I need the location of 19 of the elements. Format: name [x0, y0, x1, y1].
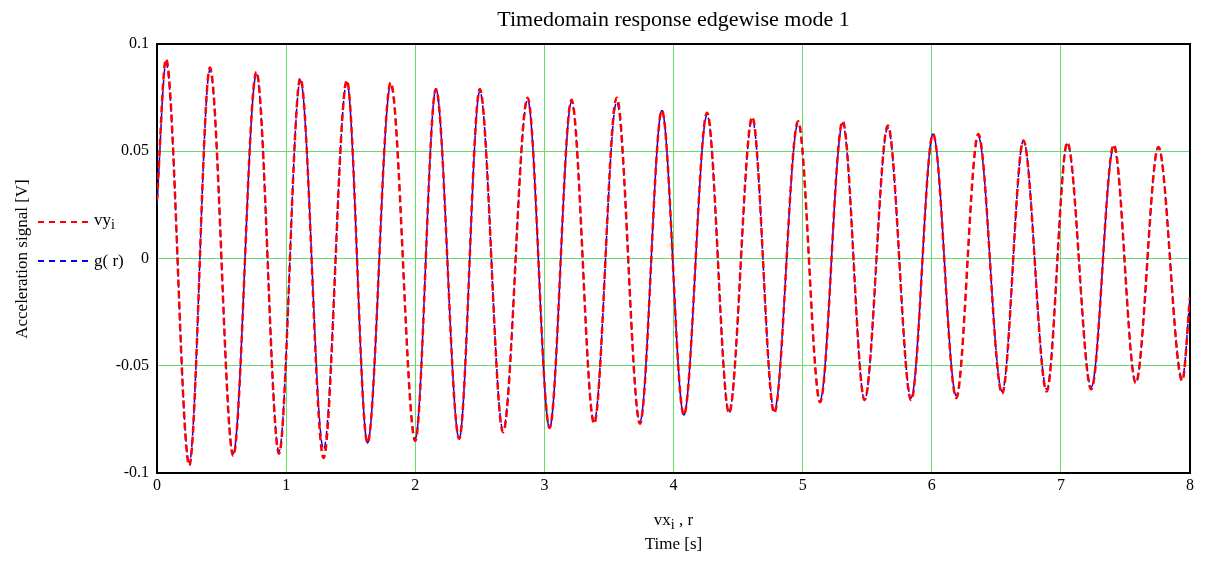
y-axis-title: Acceleration signal [V] — [12, 178, 32, 339]
x-tick-label: 3 — [540, 475, 549, 493]
y-tick-label: -0.1 — [123, 463, 149, 481]
x-axis-title: vx$_{i}$ , r Time [s] — [643, 510, 704, 554]
x-tick-label: 6 — [927, 475, 936, 493]
y-tick-label: 0.05 — [121, 141, 149, 159]
x-tick-label: 7 — [1056, 475, 1065, 493]
x-tick-label: 1 — [282, 475, 291, 493]
x-tick-label: 5 — [798, 475, 807, 493]
y-tick-label: 0 — [141, 248, 149, 266]
x-tick-label: 4 — [669, 475, 678, 493]
legend-label: vy$_{i}$ — [94, 210, 115, 234]
x-tick-label: 0 — [153, 475, 161, 493]
x-tick-label: 2 — [411, 475, 420, 493]
y-tick-label: -0.05 — [115, 355, 149, 373]
legend-label: g( r) — [94, 251, 124, 272]
y-tick-label: 0.1 — [129, 34, 149, 52]
chart-title: Timedomain response edgewise mode 1 — [496, 6, 851, 32]
x-tick-label: 8 — [1186, 475, 1194, 493]
